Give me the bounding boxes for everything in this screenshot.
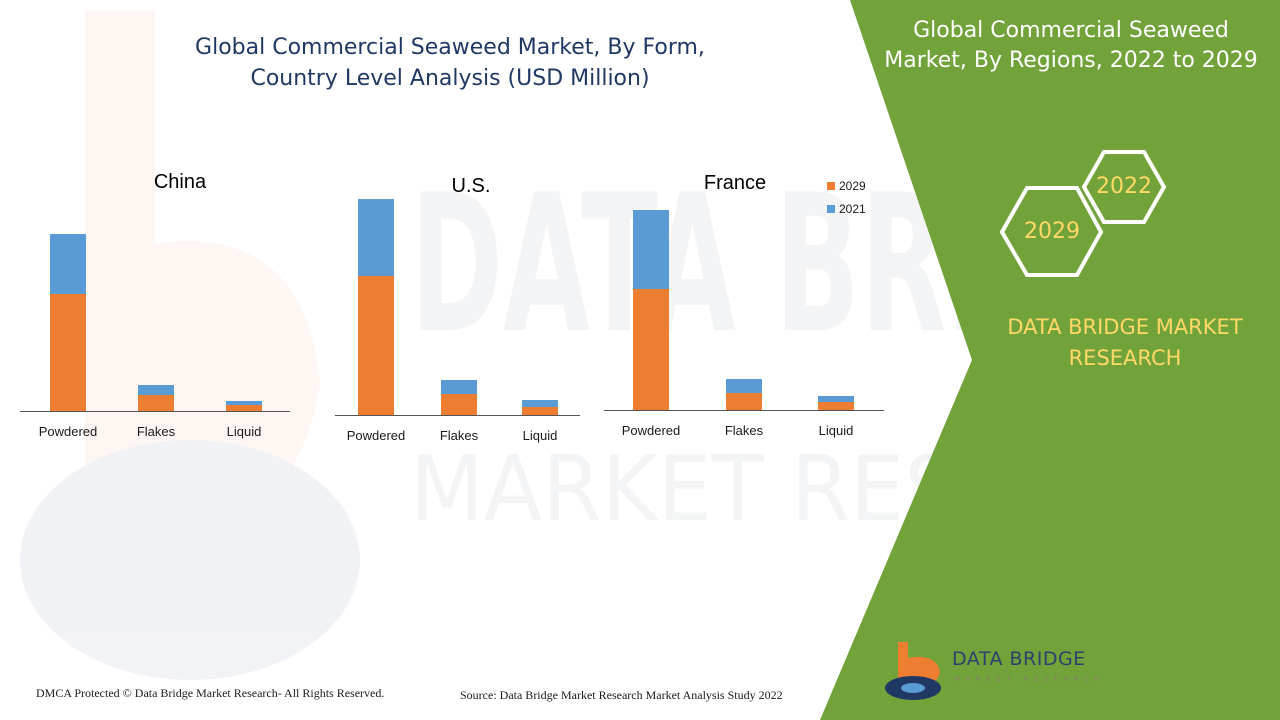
dmca-notice: DMCA Protected © Data Bridge Market Rese… <box>36 686 385 700</box>
bar-1-powdered-2021 <box>358 199 394 276</box>
logo-name: DATA BRIDGE <box>952 648 1086 670</box>
chart-title-1: U.S. <box>452 175 491 197</box>
page-title-line-1: Global Commercial Seaweed Market, By For… <box>195 35 705 60</box>
bar-0-flakes-2029 <box>138 395 174 411</box>
brand-text-line-2: RESEARCH <box>1068 346 1182 370</box>
legend-label-2029: 2029 <box>839 179 866 193</box>
watermark-logo <box>20 10 360 680</box>
hexagon-2029 <box>999 186 1104 277</box>
bar-1-liquid-2029 <box>522 407 558 415</box>
bar-1-powdered-2029 <box>358 276 394 415</box>
bar-2-flakes-2029 <box>726 393 762 410</box>
tick-label-1-0: Powdered <box>347 428 406 443</box>
tick-label-2-1: Flakes <box>725 423 764 438</box>
tick-label-1-1: Flakes <box>440 428 479 443</box>
bar-2-liquid-2021 <box>818 396 854 402</box>
bar-0-powdered-2029 <box>50 294 86 411</box>
brand-text-line-1: DATA BRIDGE MARKET <box>1007 315 1243 339</box>
tick-label-2-0: Powdered <box>622 423 681 438</box>
bar-1-flakes-2021 <box>441 380 477 394</box>
tick-label-1-2: Liquid <box>523 428 558 443</box>
source-note: Source: Data Bridge Market Research Mark… <box>460 688 783 702</box>
tick-label-0-0: Powdered <box>39 424 98 439</box>
bar-0-powdered-2021 <box>50 234 86 294</box>
page-title: Global Commercial Seaweed Market, By For… <box>150 32 750 94</box>
bar-0-liquid-2021 <box>226 401 262 405</box>
hex-label-2022: 2022 <box>1096 174 1152 199</box>
sidebar-title: Global Commercial Seaweed Market, By Reg… <box>876 16 1266 76</box>
tick-label-0-1: Flakes <box>137 424 176 439</box>
tick-label-0-2: Liquid <box>227 424 262 439</box>
logo-mark <box>885 642 941 700</box>
brand-text: DATA BRIDGE MARKET RESEARCH <box>985 312 1265 374</box>
bar-2-flakes-2021 <box>726 379 762 393</box>
hexagon-2022 <box>1081 150 1167 224</box>
hex-label-2029: 2029 <box>1024 219 1080 244</box>
legend-swatch-2021 <box>827 205 835 213</box>
legend-label-2021: 2021 <box>839 202 866 216</box>
page-title-line-2: Country Level Analysis (USD Million) <box>250 66 650 91</box>
bar-1-flakes-2029 <box>441 394 477 415</box>
chart-title-0: China <box>154 171 207 193</box>
tick-label-2-2: Liquid <box>819 423 854 438</box>
green-panel <box>820 0 1280 720</box>
sidebar-title-line-1: Global Commercial Seaweed <box>913 18 1229 43</box>
bar-2-liquid-2029 <box>818 402 854 410</box>
bar-2-powdered-2029 <box>633 289 669 410</box>
bar-0-flakes-2021 <box>138 385 174 395</box>
bar-1-liquid-2021 <box>522 400 558 407</box>
bar-2-powdered-2021 <box>633 210 669 289</box>
legend-swatch-2029 <box>827 182 835 190</box>
chart-title-2: France <box>704 172 766 194</box>
bar-0-liquid-2029 <box>226 405 262 411</box>
sidebar-title-line-2: Market, By Regions, 2022 to 2029 <box>884 48 1258 73</box>
logo-tagline: MARKET RESEARCH <box>954 675 1106 683</box>
